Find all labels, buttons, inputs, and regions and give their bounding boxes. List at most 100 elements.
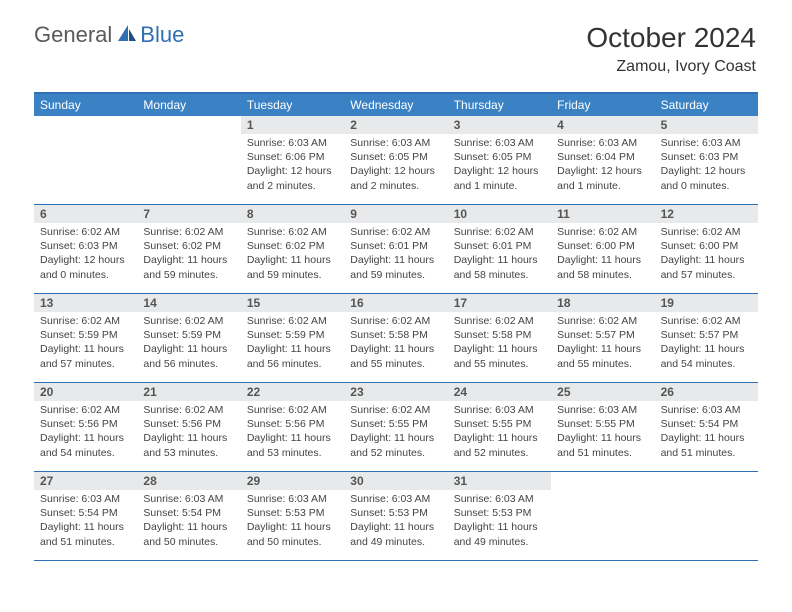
day-cell: 22 Sunrise: 6:02 AMSunset: 5:56 PMDayligh… <box>241 383 344 471</box>
day-number: 23 <box>344 383 447 401</box>
day-cell: 25 Sunrise: 6:03 AMSunset: 5:55 PMDayligh… <box>551 383 654 471</box>
day-info: Sunrise: 6:02 AMSunset: 5:55 PMDaylight:… <box>344 403 447 464</box>
day-number: 7 <box>137 205 240 223</box>
day-number: 24 <box>448 383 551 401</box>
month-title: October 2024 <box>586 22 756 54</box>
day-number: 18 <box>551 294 654 312</box>
day-cell: 18 Sunrise: 6:02 AMSunset: 5:57 PMDayligh… <box>551 294 654 382</box>
logo-text-blue: Blue <box>140 22 184 48</box>
day-number: 4 <box>551 116 654 134</box>
day-number: 30 <box>344 472 447 490</box>
day-number: 5 <box>655 116 758 134</box>
day-cell: 17Sunrise: 6:02 AMSunset: 5:58 PMDayligh… <box>448 294 551 382</box>
location: Zamou, Ivory Coast <box>586 58 756 76</box>
weekday-header: Thursday <box>448 94 551 116</box>
week-row: 20Sunrise: 6:02 AMSunset: 5:56 PMDayligh… <box>34 383 758 472</box>
day-cell: 12Sunrise: 6:02 AMSunset: 6:00 PMDayligh… <box>655 205 758 293</box>
day-number: 31 <box>448 472 551 490</box>
day-info: Sunrise: 6:03 AMSunset: 6:03 PMDaylight:… <box>655 136 758 197</box>
day-info: Sunrise: 6:02 AMSunset: 5:56 PMDaylight:… <box>34 403 137 464</box>
day-number: 19 <box>655 294 758 312</box>
day-number: 16 <box>344 294 447 312</box>
day-number: 29 <box>241 472 344 490</box>
day-cell: 9 Sunrise: 6:02 AMSunset: 6:01 PMDaylight… <box>344 205 447 293</box>
day-cell: 3 Sunrise: 6:03 AMSunset: 6:05 PMDaylight… <box>448 116 551 204</box>
weekday-header: Wednesday <box>344 94 447 116</box>
day-number: 13 <box>34 294 137 312</box>
day-info: Sunrise: 6:02 AMSunset: 5:58 PMDaylight:… <box>448 314 551 375</box>
day-cell: 11Sunrise: 6:02 AMSunset: 6:00 PMDayligh… <box>551 205 654 293</box>
day-number: 6 <box>34 205 137 223</box>
day-cell: 23 Sunrise: 6:02 AMSunset: 5:55 PMDayligh… <box>344 383 447 471</box>
day-number: 28 <box>137 472 240 490</box>
weekday-header: Sunday <box>34 94 137 116</box>
day-cell: 13 Sunrise: 6:02 AMSunset: 5:59 PMDayligh… <box>34 294 137 382</box>
logo-sail-icon <box>116 23 138 48</box>
day-cell: 15Sunrise: 6:02 AMSunset: 5:59 PMDayligh… <box>241 294 344 382</box>
weekday-header: Tuesday <box>241 94 344 116</box>
day-info: Sunrise: 6:03 AMSunset: 5:54 PMDaylight:… <box>34 492 137 553</box>
day-number: 8 <box>241 205 344 223</box>
day-number: 1 <box>241 116 344 134</box>
day-number: 27 <box>34 472 137 490</box>
day-info: Sunrise: 6:02 AMSunset: 5:57 PMDaylight:… <box>551 314 654 375</box>
day-cell: 5 Sunrise: 6:03 AMSunset: 6:03 PMDaylight… <box>655 116 758 204</box>
day-info: Sunrise: 6:02 AMSunset: 6:01 PMDaylight:… <box>344 225 447 286</box>
day-cell: 8 Sunrise: 6:02 AMSunset: 6:02 PMDaylight… <box>241 205 344 293</box>
day-info: Sunrise: 6:02 AMSunset: 5:58 PMDaylight:… <box>344 314 447 375</box>
day-info: Sunrise: 6:03 AMSunset: 5:54 PMDaylight:… <box>137 492 240 553</box>
day-info: Sunrise: 6:02 AMSunset: 5:59 PMDaylight:… <box>137 314 240 375</box>
day-number: 9 <box>344 205 447 223</box>
day-info: Sunrise: 6:02 AMSunset: 5:59 PMDaylight:… <box>34 314 137 375</box>
day-info: Sunrise: 6:02 AMSunset: 6:01 PMDaylight:… <box>448 225 551 286</box>
weeks-container: 1 Sunrise: 6:03 AMSunset: 6:06 PMDaylight… <box>34 116 758 561</box>
day-number: 12 <box>655 205 758 223</box>
calendar: SundayMondayTuesdayWednesdayThursdayFrid… <box>34 92 758 561</box>
day-cell: 29Sunrise: 6:03 AMSunset: 5:53 PMDayligh… <box>241 472 344 560</box>
day-cell: 14 Sunrise: 6:02 AMSunset: 5:59 PMDayligh… <box>137 294 240 382</box>
week-row: 1 Sunrise: 6:03 AMSunset: 6:06 PMDaylight… <box>34 116 758 205</box>
week-row: 6Sunrise: 6:02 AMSunset: 6:03 PMDaylight… <box>34 205 758 294</box>
day-number: 25 <box>551 383 654 401</box>
day-info: Sunrise: 6:02 AMSunset: 5:57 PMDaylight:… <box>655 314 758 375</box>
header: General Blue October 2024 Zamou, Ivory C… <box>0 0 792 84</box>
weekday-header: Friday <box>551 94 654 116</box>
day-info: Sunrise: 6:03 AMSunset: 5:55 PMDaylight:… <box>448 403 551 464</box>
day-info: Sunrise: 6:03 AMSunset: 5:54 PMDaylight:… <box>655 403 758 464</box>
day-cell: 6Sunrise: 6:02 AMSunset: 6:03 PMDaylight… <box>34 205 137 293</box>
weekday-header-row: SundayMondayTuesdayWednesdayThursdayFrid… <box>34 94 758 116</box>
day-number: 26 <box>655 383 758 401</box>
weekday-header: Saturday <box>655 94 758 116</box>
empty-cell <box>137 116 240 204</box>
logo: General Blue <box>34 22 184 48</box>
day-number: 3 <box>448 116 551 134</box>
day-cell: 1 Sunrise: 6:03 AMSunset: 6:06 PMDaylight… <box>241 116 344 204</box>
day-number: 22 <box>241 383 344 401</box>
day-cell: 19 Sunrise: 6:02 AMSunset: 5:57 PMDayligh… <box>655 294 758 382</box>
day-info: Sunrise: 6:02 AMSunset: 6:02 PMDaylight:… <box>241 225 344 286</box>
empty-cell <box>551 472 654 560</box>
empty-cell <box>655 472 758 560</box>
day-cell: 4Sunrise: 6:03 AMSunset: 6:04 PMDaylight… <box>551 116 654 204</box>
day-cell: 30 Sunrise: 6:03 AMSunset: 5:53 PMDayligh… <box>344 472 447 560</box>
day-info: Sunrise: 6:02 AMSunset: 5:59 PMDaylight:… <box>241 314 344 375</box>
empty-cell <box>34 116 137 204</box>
day-info: Sunrise: 6:03 AMSunset: 6:06 PMDaylight:… <box>241 136 344 197</box>
day-info: Sunrise: 6:03 AMSunset: 5:55 PMDaylight:… <box>551 403 654 464</box>
day-info: Sunrise: 6:03 AMSunset: 6:05 PMDaylight:… <box>344 136 447 197</box>
day-number: 14 <box>137 294 240 312</box>
day-info: Sunrise: 6:02 AMSunset: 5:56 PMDaylight:… <box>137 403 240 464</box>
day-cell: 27 Sunrise: 6:03 AMSunset: 5:54 PMDayligh… <box>34 472 137 560</box>
week-row: 13Sunrise: 6:02 AMSunset: 5:59 PMDayligh… <box>34 294 758 383</box>
day-info: Sunrise: 6:02 AMSunset: 5:56 PMDaylight:… <box>241 403 344 464</box>
logo-text-general: General <box>34 22 112 48</box>
day-cell: 16 Sunrise: 6:02 AMSunset: 5:58 PMDayligh… <box>344 294 447 382</box>
day-info: Sunrise: 6:03 AMSunset: 5:53 PMDaylight:… <box>344 492 447 553</box>
day-number: 2 <box>344 116 447 134</box>
weekday-header: Monday <box>137 94 240 116</box>
day-info: Sunrise: 6:03 AMSunset: 6:05 PMDaylight:… <box>448 136 551 197</box>
day-cell: 10Sunrise: 6:02 AMSunset: 6:01 PMDayligh… <box>448 205 551 293</box>
day-cell: 2 Sunrise: 6:03 AMSunset: 6:05 PMDaylight… <box>344 116 447 204</box>
day-cell: 20Sunrise: 6:02 AMSunset: 5:56 PMDayligh… <box>34 383 137 471</box>
day-cell: 28 Sunrise: 6:03 AMSunset: 5:54 PMDayligh… <box>137 472 240 560</box>
